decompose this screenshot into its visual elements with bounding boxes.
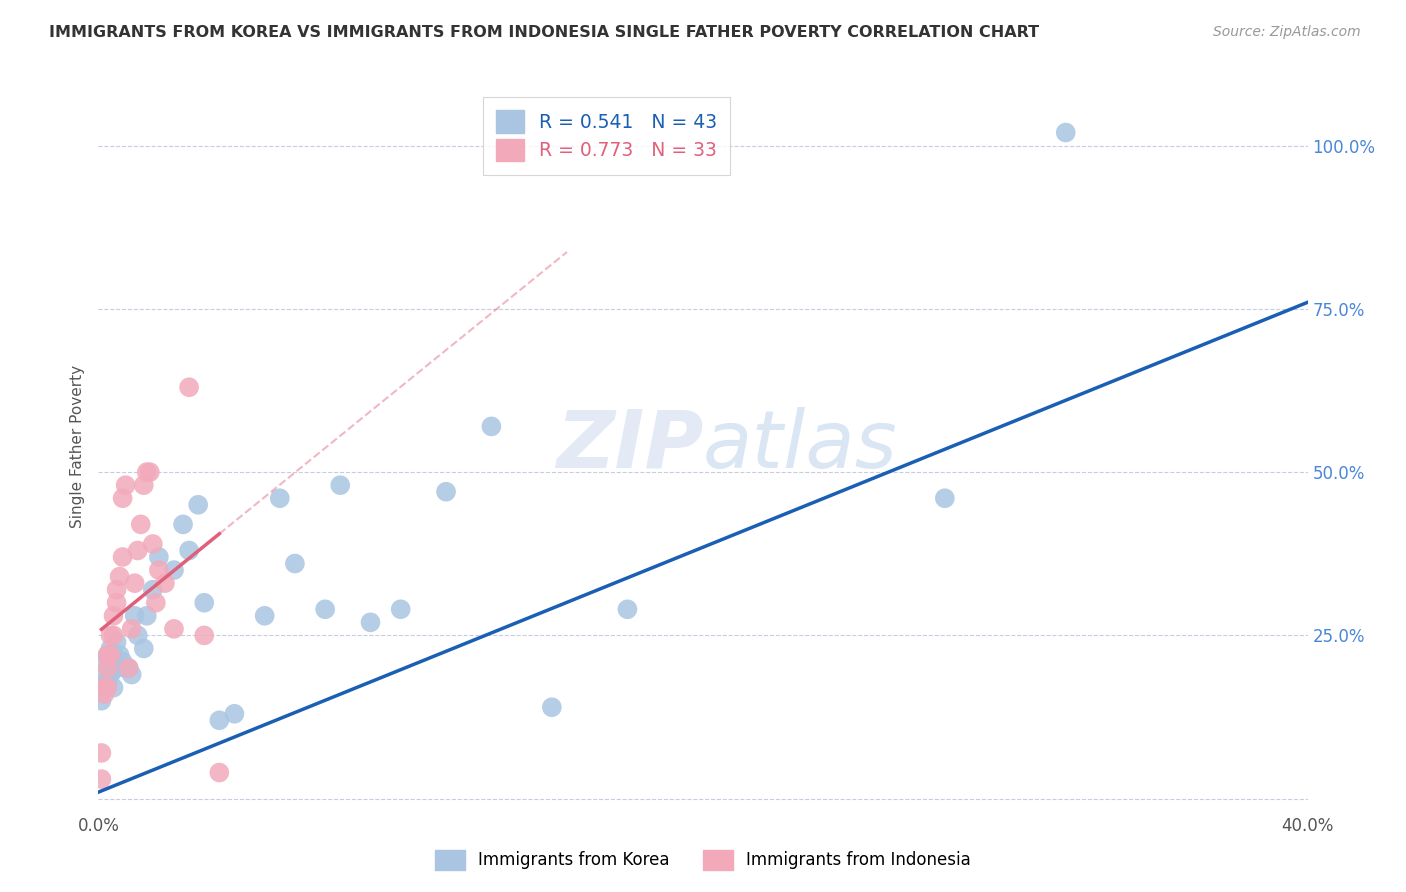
Point — [100, 641, 122, 656]
Point — [135, 608, 157, 623]
Point — [163, 563, 186, 577]
Point — [389, 602, 412, 616]
Point — [1054, 126, 1077, 140]
Point — [90, 772, 112, 786]
Point — [314, 602, 336, 616]
Point — [93, 687, 115, 701]
Point — [253, 608, 276, 623]
Point — [179, 543, 201, 558]
Point — [145, 596, 167, 610]
Point — [132, 478, 155, 492]
Point — [208, 714, 231, 728]
Point — [96, 648, 118, 662]
Point — [96, 674, 118, 689]
Text: Source: ZipAtlas.com: Source: ZipAtlas.com — [1213, 25, 1361, 39]
Point — [142, 582, 165, 597]
Legend: R = 0.541   N = 43, R = 0.773   N = 33: R = 0.541 N = 43, R = 0.773 N = 33 — [482, 97, 730, 175]
Point — [108, 648, 131, 662]
Point — [142, 537, 165, 551]
Point — [208, 765, 231, 780]
Point — [108, 569, 131, 583]
Point — [132, 641, 155, 656]
Point — [93, 655, 115, 669]
Point — [148, 549, 170, 564]
Legend: Immigrants from Korea, Immigrants from Indonesia: Immigrants from Korea, Immigrants from I… — [429, 843, 977, 877]
Point — [124, 576, 146, 591]
Text: atlas: atlas — [703, 407, 898, 485]
Point — [100, 648, 122, 662]
Point — [90, 694, 112, 708]
Point — [121, 667, 143, 681]
Point — [90, 667, 112, 681]
Point — [111, 549, 134, 564]
Point — [100, 628, 122, 642]
Y-axis label: Single Father Poverty: Single Father Poverty — [70, 365, 86, 527]
Point — [148, 563, 170, 577]
Point — [103, 628, 125, 642]
Point — [172, 517, 194, 532]
Point — [139, 465, 162, 479]
Point — [135, 465, 157, 479]
Point — [96, 681, 118, 695]
Point — [93, 681, 115, 695]
Point — [96, 648, 118, 662]
Point — [118, 661, 141, 675]
Point — [540, 700, 562, 714]
Point — [105, 596, 128, 610]
Text: ZIP: ZIP — [555, 407, 703, 485]
Point — [121, 622, 143, 636]
Point — [193, 596, 215, 610]
Point — [179, 380, 201, 394]
Point — [193, 628, 215, 642]
Point — [111, 655, 134, 669]
Point — [100, 667, 122, 681]
Point — [153, 576, 176, 591]
Point — [481, 419, 503, 434]
Point — [124, 608, 146, 623]
Point — [127, 628, 149, 642]
Point — [103, 608, 125, 623]
Point — [224, 706, 246, 721]
Point — [163, 622, 186, 636]
Point — [96, 661, 118, 675]
Point — [284, 557, 307, 571]
Point — [114, 661, 136, 675]
Point — [114, 478, 136, 492]
Point — [434, 484, 457, 499]
Point — [129, 517, 152, 532]
Point — [360, 615, 382, 630]
Point — [105, 582, 128, 597]
Point — [329, 478, 352, 492]
Point — [118, 661, 141, 675]
Point — [103, 648, 125, 662]
Point — [111, 491, 134, 506]
Point — [616, 602, 638, 616]
Point — [934, 491, 956, 506]
Point — [127, 543, 149, 558]
Point — [269, 491, 291, 506]
Point — [93, 681, 115, 695]
Point — [105, 661, 128, 675]
Point — [105, 635, 128, 649]
Point — [103, 681, 125, 695]
Point — [187, 498, 209, 512]
Point — [90, 746, 112, 760]
Text: IMMIGRANTS FROM KOREA VS IMMIGRANTS FROM INDONESIA SINGLE FATHER POVERTY CORRELA: IMMIGRANTS FROM KOREA VS IMMIGRANTS FROM… — [49, 25, 1039, 40]
